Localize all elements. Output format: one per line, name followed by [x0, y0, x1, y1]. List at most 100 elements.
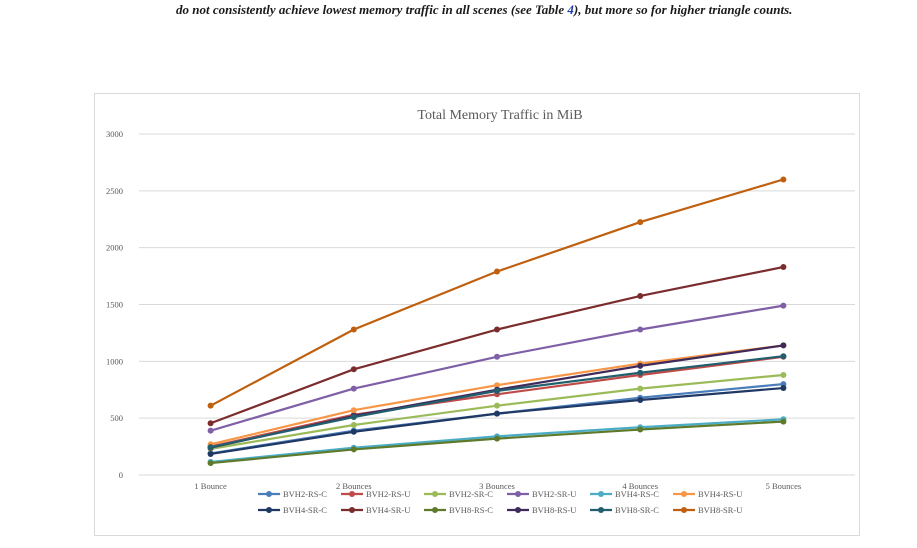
legend-item: BVH8-RS-C	[424, 505, 493, 515]
data-point	[780, 302, 787, 309]
y-tick-label: 500	[110, 413, 123, 423]
legend-swatch-marker	[349, 507, 355, 513]
legend-swatch-marker	[432, 491, 438, 497]
legend-item: BVH2-RS-U	[341, 489, 410, 499]
y-tick-label: 0	[119, 470, 123, 480]
data-point	[207, 427, 214, 434]
legend-label: BVH8-RS-U	[532, 505, 576, 515]
data-point	[350, 407, 357, 414]
y-tick-label: 2000	[106, 243, 123, 253]
legend-item: BVH2-SR-U	[507, 489, 576, 499]
legend-item: BVH4-RS-C	[590, 489, 659, 499]
legend-label: BVH2-SR-C	[449, 489, 493, 499]
chart-frame: Total Memory Traffic in MiB 0 500 1000 1500…	[94, 93, 860, 536]
data-point	[637, 292, 644, 299]
legend-label: BVH4-RS-U	[698, 489, 742, 499]
data-point	[207, 444, 214, 451]
data-point	[780, 371, 787, 378]
data-point	[494, 410, 500, 417]
legend-item: BVH4-SR-C	[258, 505, 327, 515]
legend-swatch-marker	[266, 491, 272, 497]
data-point	[207, 460, 214, 467]
legend-label: BVH2-RS-U	[366, 489, 410, 499]
data-point	[350, 366, 357, 373]
x-tick-label: 2 Bounces	[336, 481, 372, 491]
legend-swatch-marker	[515, 507, 521, 513]
legend-label: BVH4-RS-C	[615, 489, 659, 499]
figure-caption: do not consistently achieve lowest memor…	[176, 2, 906, 18]
legend-swatch-marker	[598, 491, 604, 497]
legend-label: BVH4-SR-C	[283, 505, 327, 515]
data-point	[350, 385, 357, 392]
data-point	[207, 402, 214, 409]
data-point	[637, 385, 644, 392]
legend-label: BVH2-RS-C	[283, 489, 327, 499]
data-point	[780, 176, 787, 183]
x-tick-label: 3 Bounces	[479, 481, 515, 491]
series-line	[210, 386, 784, 456]
data-point	[637, 369, 644, 376]
line-chart: Total Memory Traffic in MiB 0 500 1000 1500…	[106, 108, 855, 515]
series-bvh4-sr-u	[207, 263, 787, 427]
legend-label: BVH2-SR-U	[532, 489, 576, 499]
data-point	[780, 342, 787, 349]
data-point	[637, 219, 644, 226]
series-bvh4-sr-c	[207, 385, 787, 457]
legend-item: BVH8-SR-U	[673, 505, 742, 515]
data-point	[350, 326, 357, 333]
legend-swatch-marker	[432, 507, 438, 513]
series-group	[207, 176, 787, 467]
legend-item: BVH2-RS-C	[258, 489, 327, 499]
data-point	[780, 385, 787, 392]
chart-title: Total Memory Traffic in MiB	[417, 108, 582, 123]
legend-item: BVH2-SR-C	[424, 489, 493, 499]
series-line	[210, 355, 784, 448]
legend-item: BVH4-SR-U	[341, 505, 410, 515]
legend-label: BVH8-RS-C	[449, 505, 493, 515]
series-bvh8-sr-c	[207, 353, 787, 451]
legend-label: BVH4-SR-U	[366, 505, 410, 515]
series-bvh8-rs-c	[207, 418, 787, 467]
series-bvh8-sr-u	[207, 176, 787, 409]
data-point	[780, 353, 787, 360]
series-line	[210, 178, 784, 407]
data-point	[207, 450, 214, 457]
legend-swatch-marker	[266, 507, 272, 513]
series-bvh2-sr-u	[207, 302, 787, 434]
data-point	[780, 263, 787, 270]
legend-item: BVH4-RS-U	[673, 489, 742, 499]
data-point	[350, 414, 357, 421]
legend-label: BVH8-SR-C	[615, 505, 659, 515]
data-point	[350, 421, 357, 428]
data-point	[350, 428, 357, 435]
data-point	[494, 382, 500, 389]
data-point	[637, 326, 644, 333]
y-axis-labels: 0 500 1000 1500 2000 2500 3000	[106, 129, 123, 480]
data-point	[494, 268, 500, 275]
table-reference-link[interactable]: 4	[567, 2, 574, 17]
legend: BVH2-RS-C BVH2-RS-U BVH2-SR-C BVH2-SR-U BVH4…	[258, 489, 742, 515]
legend-swatch-marker	[598, 507, 604, 513]
data-point	[494, 353, 500, 360]
data-point	[494, 326, 500, 333]
data-point	[207, 420, 214, 427]
caption-text-before: do not consistently achieve lowest memor…	[176, 2, 568, 17]
data-point	[494, 402, 500, 409]
data-point	[637, 362, 644, 369]
y-tick-label: 2500	[106, 186, 123, 196]
y-tick-label: 1500	[106, 300, 123, 310]
legend-swatch-marker	[681, 507, 687, 513]
y-tick-label: 1000	[106, 356, 123, 366]
data-point	[780, 418, 787, 425]
x-tick-label: 5 Bounces	[766, 481, 802, 491]
data-point	[350, 446, 357, 453]
data-point	[637, 426, 644, 433]
y-tick-label: 3000	[106, 129, 123, 139]
data-point	[637, 396, 644, 403]
legend-item: BVH8-SR-C	[590, 505, 659, 515]
legend-swatch-marker	[349, 491, 355, 497]
x-axis-labels: 1 Bounce 2 Bounces 3 Bounces 4 Bounces 5 Bou…	[194, 481, 801, 491]
legend-label: BVH8-SR-U	[698, 505, 742, 515]
caption-text-after: ), but more so for higher triangle count…	[573, 2, 793, 17]
legend-item: BVH8-RS-U	[507, 505, 576, 515]
